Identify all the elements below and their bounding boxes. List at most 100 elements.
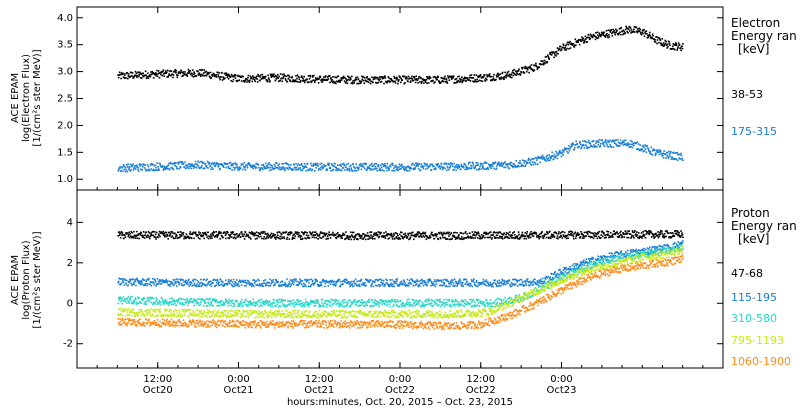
data-point [411, 231, 413, 234]
data-point [214, 300, 217, 303]
data-point [191, 233, 194, 236]
data-point [143, 234, 145, 237]
data-point [586, 146, 588, 148]
data-point [134, 165, 136, 167]
data-point [126, 279, 128, 282]
data-point [134, 235, 136, 237]
data-point [319, 75, 322, 78]
data-point [186, 73, 188, 76]
data-point [202, 234, 205, 237]
data-point [295, 232, 298, 235]
data-point [647, 231, 649, 233]
data-point [500, 233, 503, 235]
data-point [547, 275, 550, 278]
data-point [450, 76, 453, 79]
data-point [276, 231, 279, 234]
data-point [248, 236, 250, 239]
data-point [491, 78, 494, 81]
data-point [294, 167, 296, 169]
data-point [474, 79, 477, 81]
data-point [156, 278, 159, 280]
data-point [128, 236, 131, 239]
data-point [199, 232, 202, 234]
data-point [530, 68, 532, 70]
data-point [361, 75, 363, 78]
data-point [185, 73, 187, 75]
data-point [409, 81, 412, 83]
data-point [407, 234, 410, 236]
data-point [663, 233, 666, 235]
data-point [423, 236, 426, 238]
data-point [123, 72, 125, 75]
data-point [313, 164, 316, 166]
data-point [681, 47, 684, 50]
data-point [319, 284, 322, 287]
data-point [282, 162, 285, 165]
data-point [173, 71, 175, 73]
data-point [255, 231, 258, 233]
data-point [118, 74, 120, 76]
data-point [387, 233, 389, 235]
data-point [163, 165, 166, 168]
data-point [359, 80, 361, 82]
data-point [200, 69, 203, 72]
data-point [481, 76, 483, 78]
data-point [195, 299, 197, 301]
data-point [254, 233, 256, 235]
data-point [318, 75, 321, 78]
data-point [209, 164, 212, 167]
data-point [604, 139, 607, 141]
data-point [188, 285, 191, 287]
data-point [612, 139, 614, 141]
data-point [507, 232, 509, 235]
data-point [629, 146, 631, 148]
data-point [585, 235, 588, 237]
data-point [395, 77, 397, 80]
data-point [220, 232, 222, 234]
data-point [191, 284, 193, 287]
data-point [240, 280, 242, 283]
data-point [135, 235, 137, 238]
data-point [143, 163, 145, 166]
data-point [306, 162, 309, 165]
data-point [678, 231, 680, 234]
data-point [449, 238, 451, 241]
data-point [525, 235, 527, 237]
data-point [511, 71, 514, 74]
data-point [172, 232, 174, 234]
data-point [152, 72, 155, 74]
data-point [238, 168, 241, 171]
data-point [529, 283, 532, 285]
data-point [253, 279, 255, 281]
data-point [226, 283, 229, 286]
data-point [205, 74, 208, 77]
data-point [625, 254, 628, 257]
data-point [655, 153, 657, 155]
data-point [305, 234, 308, 236]
data-point [223, 284, 226, 287]
data-point [256, 237, 258, 240]
data-point [664, 245, 667, 247]
data-point [417, 285, 419, 288]
data-point [318, 78, 320, 80]
data-point [251, 233, 254, 235]
data-point [386, 81, 389, 84]
data-point [244, 281, 247, 284]
data-point [388, 233, 390, 236]
data-point [563, 231, 566, 234]
data-point [445, 163, 448, 165]
data-point [261, 282, 263, 285]
data-point [579, 38, 582, 41]
data-point [193, 73, 196, 75]
data-point [326, 76, 329, 78]
data-point [609, 29, 611, 32]
data-point [161, 231, 163, 234]
data-point [352, 163, 354, 166]
data-point [556, 235, 559, 237]
data-point [484, 232, 487, 234]
data-point [147, 234, 149, 237]
data-point [574, 147, 576, 149]
data-point [363, 283, 366, 286]
data-point [514, 165, 516, 167]
data-point [267, 77, 270, 79]
